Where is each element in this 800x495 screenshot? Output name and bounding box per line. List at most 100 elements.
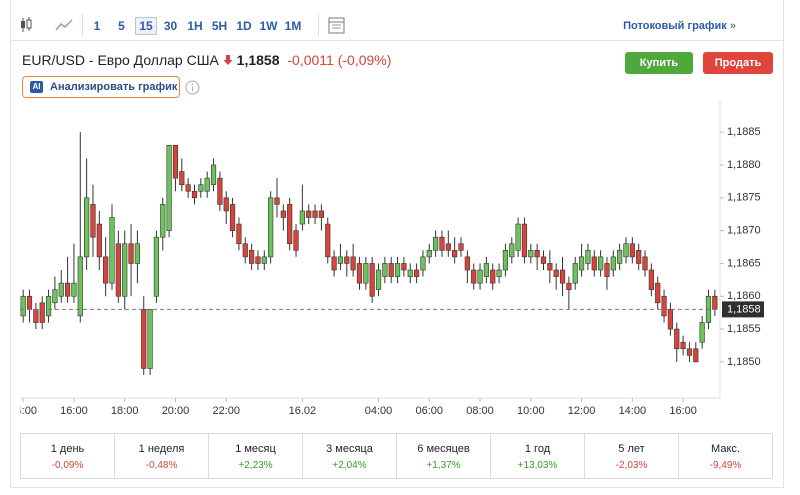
candle-body [623, 243, 629, 258]
candle-body [712, 295, 718, 310]
candle-body [496, 269, 502, 277]
candle-body [337, 256, 344, 264]
interval-button[interactable]: 1W [259, 19, 278, 33]
candle-body [369, 263, 375, 297]
period[interactable]: 3 месяца [326, 443, 373, 455]
streaming-text[interactable]: Потоковый график [623, 20, 727, 32]
candle-body [344, 256, 350, 264]
interval-button[interactable]: 15 [135, 17, 157, 35]
period-change[interactable]: -0,48% [145, 460, 178, 471]
analyze-button[interactable]: AI Анализировать график [22, 76, 180, 98]
candlestick-chart: 14:00 16:00 18:00 20:00 22:00 16.02 04:00 06:00… [20, 100, 764, 417]
period[interactable]: Макс. [711, 443, 740, 455]
candle-body [299, 210, 305, 225]
performance-cell[interactable]: 1 день -0,09% [21, 434, 115, 478]
candle-body [591, 256, 597, 271]
candle-body [534, 250, 540, 258]
candle-body [84, 197, 90, 258]
sell-button[interactable]: Продать [703, 52, 773, 74]
performance-cell[interactable]: 5 лет -2,03% [585, 434, 679, 478]
interval-button[interactable]: 1 [93, 19, 101, 33]
period-change[interactable]: +13,03% [517, 460, 558, 471]
period[interactable]: 1 день [50, 443, 85, 455]
analyze-text[interactable]: Анализировать график [50, 81, 178, 93]
candle-body [509, 243, 515, 258]
x-tick-label: 12:00 [568, 405, 596, 417]
interval-button[interactable]: 1M [284, 19, 302, 33]
performance-table: 1 день -0,09% 1 неделя -0,48% 1 месяц +2,23% 3… [20, 433, 773, 479]
candle-body [515, 223, 521, 251]
interval-button[interactable]: 1D [236, 19, 252, 33]
candle-body [147, 309, 153, 369]
chart-type-icons[interactable] [18, 15, 78, 35]
interval-button[interactable]: 5 [118, 19, 125, 33]
widget-frame [10, 0, 784, 488]
period-change[interactable]: +2,04% [332, 460, 367, 471]
y-tick-label: 1,1880 [727, 159, 761, 171]
candle-body [566, 282, 572, 290]
period-change[interactable]: +1,37% [426, 460, 461, 471]
performance-cell[interactable]: 1 год +13,03% [491, 434, 585, 478]
candle-body [128, 243, 134, 264]
candle-body [103, 256, 109, 284]
x-tick-label: 04:00 [365, 405, 393, 417]
candle-body [413, 269, 420, 277]
period-change[interactable]: -2,03% [615, 460, 648, 471]
candle-body [375, 269, 382, 290]
candle-body [52, 289, 58, 304]
candle-body [122, 243, 128, 297]
candle-body [559, 269, 566, 284]
down-arrow [223, 55, 233, 65]
candle-body [204, 177, 210, 192]
performance-cell[interactable]: 1 месяц +2,23% [209, 434, 303, 478]
candle-body [172, 144, 179, 179]
candle-body [521, 223, 528, 258]
x-tick-label: 14:00 [619, 405, 647, 417]
table-icon[interactable] [328, 17, 346, 34]
candle-body [242, 243, 248, 258]
instrument-header: EUR/USD - Евро Доллар США 1,1858 -0,0011… [22, 52, 391, 68]
price: 1,1858 [236, 52, 280, 68]
x-axis: 14:00 16:00 18:00 20:00 22:00 16.02 04:00 06:00… [20, 398, 697, 417]
candle-body [642, 256, 648, 271]
performance-cell[interactable]: 1 неделя -0,48% [115, 434, 209, 478]
period[interactable]: 6 месяцев [417, 443, 470, 455]
buy-button[interactable]: Купить [625, 52, 693, 74]
streaming-link[interactable]: Потоковый график » [623, 20, 736, 32]
interval-button[interactable]: 5H [211, 19, 228, 33]
y-tick-label: 1,1875 [727, 192, 761, 204]
x-tick-label: 10:00 [517, 405, 545, 417]
change: -0,0011 (-0,09%) [287, 52, 392, 68]
streaming-arrow[interactable]: » [729, 20, 736, 32]
performance-cell[interactable]: 6 месяцев +1,37% [397, 434, 491, 478]
info-icon[interactable] [185, 80, 200, 95]
interval-button[interactable]: 30 [163, 19, 178, 33]
candle-body [210, 164, 217, 185]
candle-body [356, 263, 363, 284]
candle-body [134, 243, 140, 264]
period[interactable]: 1 месяц [235, 443, 276, 455]
candle-body [255, 256, 261, 264]
period[interactable]: 5 лет [618, 443, 645, 455]
interval-button[interactable]: 1H [187, 19, 203, 33]
period[interactable]: 1 неделя [138, 443, 185, 455]
period-change[interactable]: +2,23% [238, 460, 273, 471]
performance-cell[interactable]: 3 месяца +2,04% [303, 434, 397, 478]
candle-body [604, 263, 610, 277]
period-change[interactable]: -0,09% [51, 460, 84, 471]
candle-body [331, 256, 337, 271]
candle-body [388, 263, 394, 277]
period[interactable]: 1 год [524, 443, 551, 455]
candle-body [382, 263, 388, 277]
y-tick-label: 1,1860 [727, 290, 761, 302]
period-change[interactable]: -9,49% [709, 460, 742, 471]
candle-body [490, 269, 496, 284]
candle-body [293, 230, 299, 251]
candle-body [693, 348, 699, 363]
candle-body [249, 250, 255, 264]
candle-body [598, 256, 604, 271]
performance-cell[interactable]: Макс. -9,49% [679, 434, 772, 478]
candle-body [445, 243, 451, 251]
candle-body [160, 204, 166, 238]
candle-body [394, 263, 401, 277]
